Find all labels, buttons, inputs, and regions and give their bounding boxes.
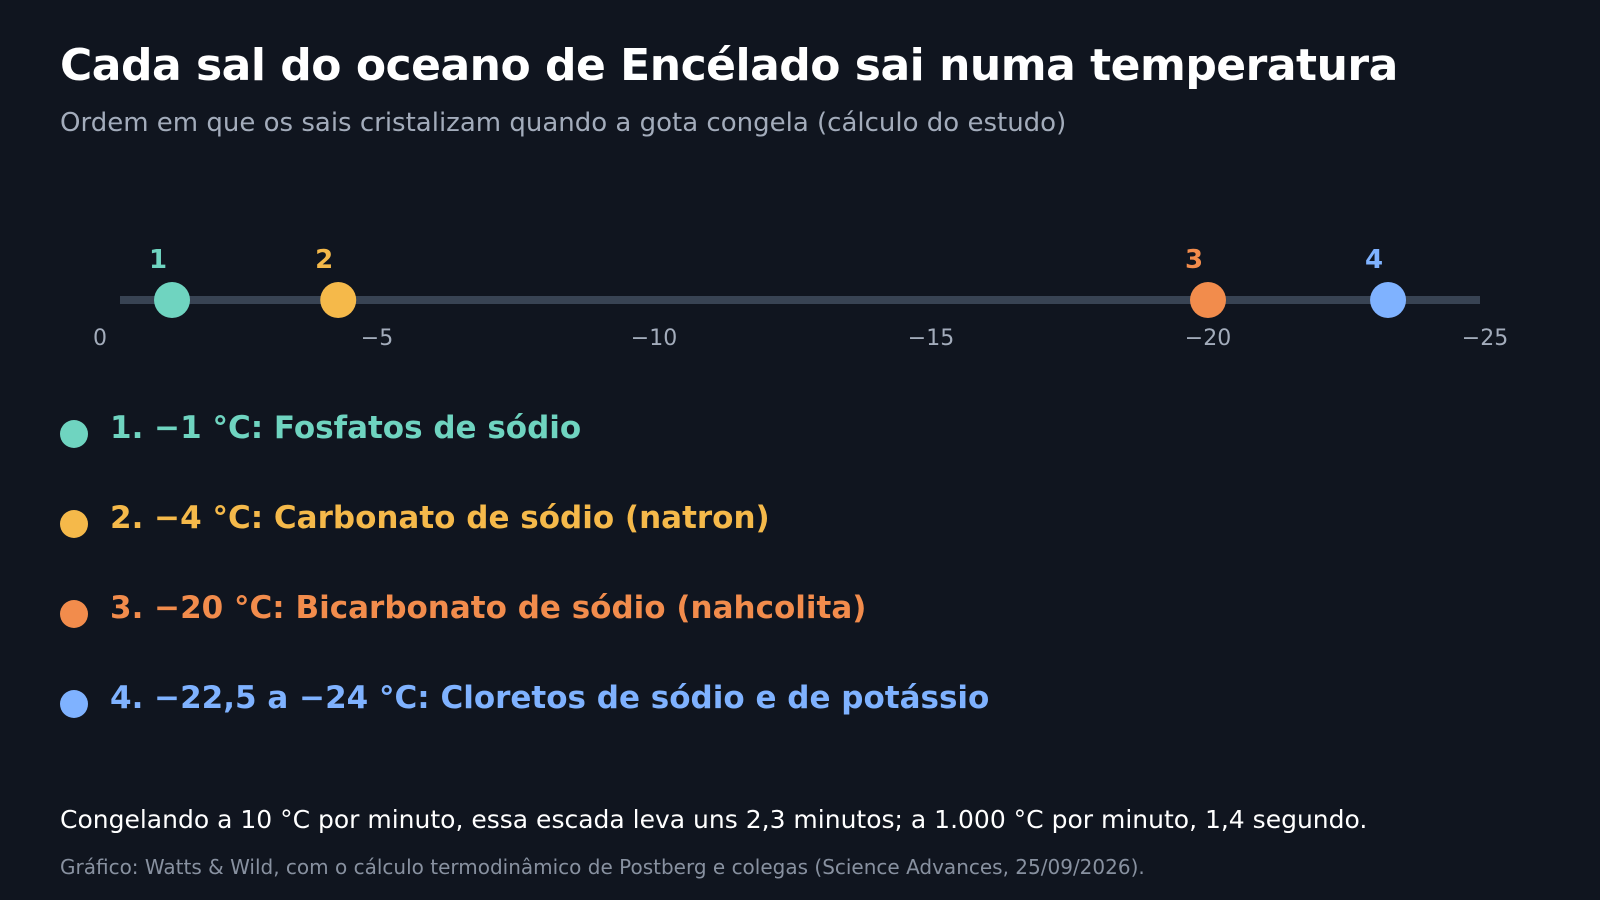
tick-label: −5 (361, 326, 393, 351)
page-subtitle: Ordem em que os sais cristalizam quando … (60, 108, 1067, 138)
tick-label: −20 (1185, 326, 1231, 351)
legend-text-2: 2. −4 °C: Carbonato de sódio (natron) (110, 500, 770, 536)
point-label: 1 (149, 245, 167, 275)
legend-text-1: 1. −1 °C: Fosfatos de sódio (110, 410, 582, 446)
point-label: 4 (1365, 245, 1383, 275)
legend-dot-1 (60, 420, 88, 448)
page-title: Cada sal do oceano de Encélado sai numa … (60, 40, 1398, 91)
point-label: 3 (1185, 245, 1203, 275)
legend-text-4: 4. −22,5 a −24 °C: Cloretos de sódio e d… (110, 680, 990, 716)
legend-text-3: 3. −20 °C: Bicarbonato de sódio (nahcoli… (110, 590, 867, 626)
data-point (1370, 282, 1407, 318)
data-point (1190, 282, 1226, 318)
legend-dot-3 (60, 600, 88, 628)
point-label: 2 (315, 245, 333, 275)
tick-label: −25 (1462, 326, 1508, 351)
timeline-svg: 0 −5 −10 −15 −20 −25 1 2 3 4 (93, 245, 1508, 351)
temperature-timeline-chart: 0 −5 −10 −15 −20 −25 1 2 3 4 (0, 220, 1600, 360)
tick-label: −10 (631, 326, 677, 351)
legend-dot-2 (60, 510, 88, 538)
footer-source: Gráfico: Watts & Wild, com o cálculo ter… (60, 855, 1145, 879)
legend-dot-4 (60, 690, 88, 718)
tick-label: −15 (908, 326, 954, 351)
tick-label: 0 (93, 326, 107, 351)
data-point (320, 282, 357, 318)
footer-note: Congelando a 10 °C por minuto, essa esca… (60, 805, 1368, 834)
data-point (154, 282, 191, 318)
